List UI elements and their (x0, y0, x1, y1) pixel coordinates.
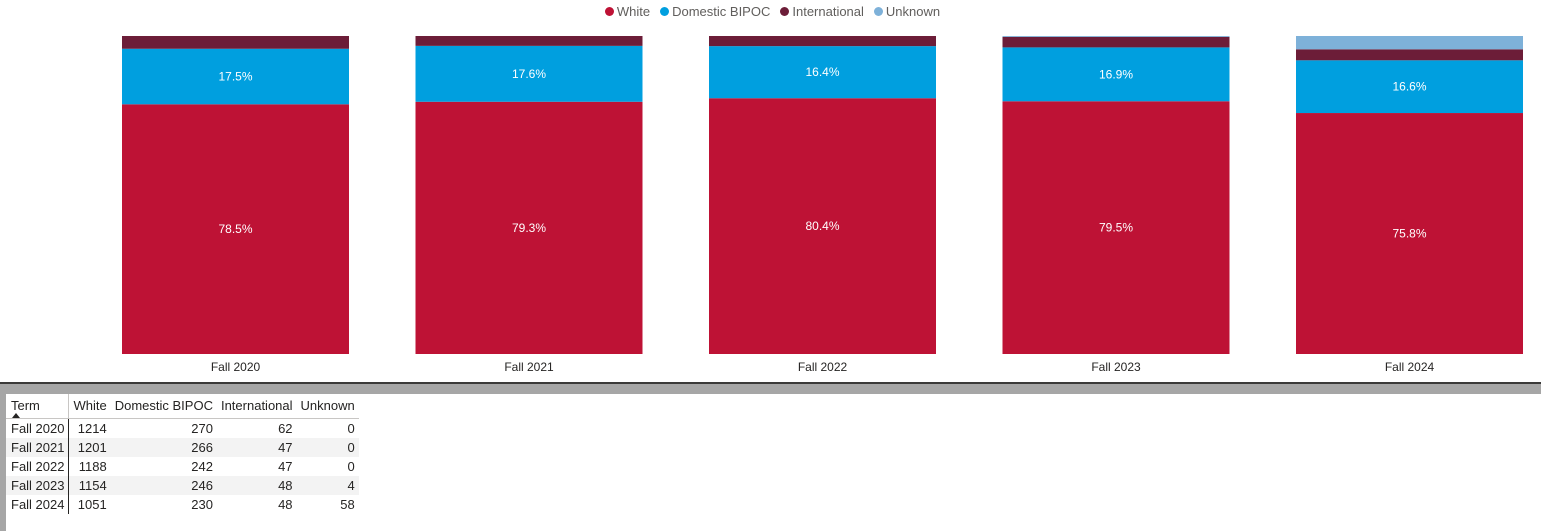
column-header-label: International (220, 398, 293, 413)
table-cell: 47 (278, 459, 293, 474)
bar-segment[interactable] (122, 104, 349, 354)
data-table: Term White Domestic BIPOC International Unkn… (6, 394, 359, 514)
bar-segment[interactable] (122, 36, 349, 49)
data-label: 79.5% (1099, 221, 1133, 235)
bar-segment[interactable] (1296, 60, 1523, 114)
legend-label: International (792, 4, 864, 19)
table-cell: 266 (110, 438, 217, 457)
table-cell: 1188 (78, 459, 107, 474)
legend-label: White (616, 4, 651, 19)
table-cell: 62 (278, 421, 293, 436)
bar-segment[interactable] (709, 46, 936, 99)
legend-item[interactable]: White (604, 4, 651, 19)
legend-marker-icon (873, 7, 883, 16)
table-cell: 1154 (68, 476, 111, 495)
data-label: 16.4% (805, 65, 839, 79)
column-header-label: Domestic BIPOC (114, 398, 213, 413)
x-axis-tick-label: Fall 2020 (211, 360, 261, 374)
table-cell: 48 (216, 476, 297, 495)
table-row[interactable]: Fall 2022 1188 242 47 0 (6, 457, 359, 476)
table-cell: 0 (347, 459, 355, 474)
data-label: 16.9% (1099, 67, 1133, 81)
table-cell: 0 (347, 421, 355, 436)
bar-segment[interactable] (709, 98, 936, 354)
table-cell: Fall 2021 (6, 438, 70, 457)
column-header[interactable]: Term (6, 394, 70, 419)
table-cell: Fall 2023 (6, 476, 70, 495)
chart-plot: 78.5% 17.5% Fall 2020 79.3% 17.6% Fall 2021 80… (122, 36, 1523, 374)
bar-segment[interactable] (1296, 36, 1523, 50)
legend-marker-icon (660, 7, 670, 16)
table-frame-top (0, 384, 1541, 394)
x-axis-tick-label: Fall 2022 (798, 360, 848, 374)
x-axis-tick-label: Fall 2023 (1091, 360, 1141, 374)
stacked-bar-chart: White Domestic BIPOC International Unknown … (0, 4, 1541, 374)
x-axis-tick-label: Fall 2024 (1385, 360, 1435, 374)
bar-segment[interactable] (415, 45, 643, 102)
column-header-label: White (73, 398, 107, 413)
table-cell: 1201 (68, 438, 111, 457)
bar-segment[interactable] (122, 48, 349, 105)
table-cell: Fall 2024 (6, 495, 70, 514)
column-header-label: Term (11, 398, 40, 413)
legend-label: Unknown (885, 4, 941, 19)
data-label: 78.5% (218, 222, 252, 236)
column-header-label: Unknown (300, 398, 355, 413)
table-cell: 242 (191, 459, 213, 474)
data-table-panel: Term White Domestic BIPOC International Unkn… (0, 384, 1541, 531)
table-cell: 0 (296, 438, 359, 457)
table-cell: 1214 (77, 421, 107, 436)
legend-item[interactable]: Domestic BIPOC (660, 4, 770, 19)
bar-segment[interactable] (1002, 101, 1230, 354)
table-cell: Fall 2020 (6, 418, 70, 438)
legend-item[interactable]: International (780, 4, 864, 19)
bar-segment[interactable] (1002, 47, 1230, 102)
table-cell: 48 (278, 497, 293, 512)
bar-segment[interactable] (415, 101, 643, 354)
table-row[interactable]: Fall 2021 1201 266 47 0 (6, 438, 359, 457)
table-cell: 4 (296, 476, 359, 495)
bar-segment[interactable] (1296, 49, 1523, 61)
data-label: 80.4% (805, 219, 839, 233)
table-cell: 230 (191, 497, 213, 512)
data-label: 75.8% (1392, 227, 1426, 241)
table-cell: 1051 (77, 497, 107, 512)
legend-marker-icon (780, 7, 790, 16)
table-row[interactable]: Fall 2020 1214 270 62 0 (6, 418, 359, 438)
table-cell: 270 (191, 421, 213, 436)
column-header[interactable]: Domestic BIPOC (110, 394, 217, 419)
bar-segment[interactable] (1296, 113, 1523, 354)
section-divider (0, 382, 1541, 384)
table-cell: 47 (216, 438, 297, 457)
data-label: 79.3% (512, 221, 546, 235)
column-header[interactable]: Unknown (296, 394, 359, 419)
bar-segment[interactable] (1002, 36, 1230, 37)
x-axis-tick-label: Fall 2021 (504, 360, 554, 374)
table-row[interactable]: Fall 2023 1154 246 48 4 (6, 476, 359, 495)
bar-segment[interactable] (415, 36, 643, 46)
table-header-row: Term White Domestic BIPOC International Unkn… (6, 394, 359, 419)
legend-marker-icon (604, 7, 614, 16)
data-label: 17.5% (218, 70, 252, 84)
table-cell: Fall 2022 (6, 457, 70, 476)
data-label: 16.6% (1392, 80, 1426, 94)
table-body: Fall 2020 1214 270 62 0 Fall 2021 1201 266 47 0 Fa… (6, 418, 359, 514)
table-cell: 58 (340, 497, 355, 512)
legend-label: Domestic BIPOC (672, 4, 771, 19)
table-row[interactable]: Fall 2024 1051 230 48 58 (6, 495, 359, 514)
bar-segment[interactable] (709, 36, 936, 47)
bar-segment[interactable] (1002, 36, 1230, 48)
column-header[interactable]: White (68, 394, 111, 419)
chart-legend: White Domestic BIPOC International Unknown (0, 4, 1541, 19)
legend-item[interactable]: Unknown (873, 4, 941, 19)
column-header[interactable]: International (216, 394, 297, 419)
sort-ascending-icon[interactable] (12, 413, 20, 418)
data-label: 17.6% (512, 67, 546, 81)
table-frame-left (0, 394, 6, 531)
table-cell: 246 (110, 476, 217, 495)
